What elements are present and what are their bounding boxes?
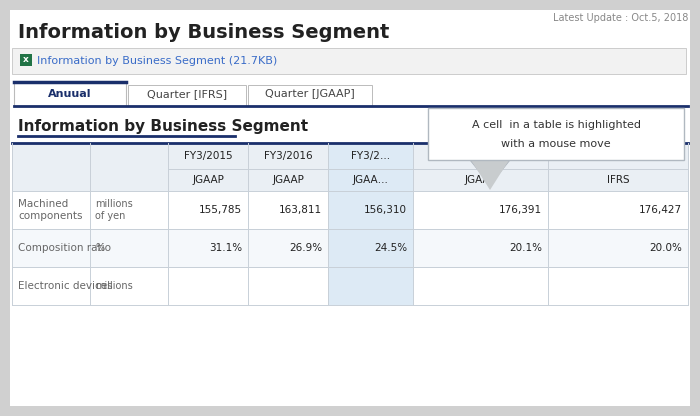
Text: JGAA…: JGAA… [353,175,389,185]
Text: Information by Business Segment (21.7KB): Information by Business Segment (21.7KB) [37,56,277,66]
Text: JGAAP: JGAAP [192,175,224,185]
Text: JGAAP: JGAAP [465,175,496,185]
Text: A cell  in a table is highlighted: A cell in a table is highlighted [472,120,640,130]
FancyBboxPatch shape [12,48,686,74]
FancyBboxPatch shape [328,143,413,305]
FancyBboxPatch shape [128,85,246,106]
Text: with a mouse move: with a mouse move [501,139,611,149]
Polygon shape [471,160,509,190]
Text: millions
of yen: millions of yen [95,199,133,221]
FancyBboxPatch shape [14,82,126,106]
Text: 156,310: 156,310 [364,205,407,215]
Text: Anuual: Anuual [48,89,92,99]
Text: Composition ratio: Composition ratio [18,243,111,253]
FancyBboxPatch shape [20,54,32,66]
Polygon shape [470,160,510,185]
Text: 24.5%: 24.5% [374,243,407,253]
Text: FY3/2015: FY3/2015 [183,151,232,161]
Text: 155,785: 155,785 [199,205,242,215]
FancyBboxPatch shape [428,108,684,160]
Text: Latest Update : Oct.5, 2018: Latest Update : Oct.5, 2018 [552,13,688,23]
Text: Quarter [JGAAP]: Quarter [JGAAP] [265,89,355,99]
FancyBboxPatch shape [12,229,688,267]
Text: Information by Business Segment: Information by Business Segment [18,119,308,134]
Text: 176,391: 176,391 [499,205,542,215]
Text: 163,811: 163,811 [279,205,322,215]
Text: 26.9%: 26.9% [289,243,322,253]
FancyBboxPatch shape [0,0,10,416]
FancyBboxPatch shape [690,0,700,416]
Text: IFRS: IFRS [607,175,629,185]
Text: millions: millions [95,281,133,291]
Text: FY3/2…: FY3/2… [351,151,390,161]
Text: 31.1%: 31.1% [209,243,242,253]
Text: Quarter [IFRS]: Quarter [IFRS] [147,89,227,99]
Text: x: x [23,55,29,64]
FancyBboxPatch shape [0,0,700,10]
FancyBboxPatch shape [248,85,372,106]
FancyBboxPatch shape [12,267,688,305]
Text: 20.1%: 20.1% [509,243,542,253]
FancyBboxPatch shape [12,169,688,191]
Text: FY3/2018: FY3/2018 [594,151,643,161]
Text: %: % [95,243,104,253]
Text: 20.0%: 20.0% [649,243,682,253]
FancyBboxPatch shape [12,143,688,169]
Text: 176,427: 176,427 [639,205,682,215]
Text: FY3/2016: FY3/2016 [264,151,312,161]
Text: FY3/2018: FY3/2018 [456,151,505,161]
FancyBboxPatch shape [0,406,700,416]
Text: Machined
components: Machined components [18,199,83,221]
Text: JGAAP: JGAAP [272,175,304,185]
FancyBboxPatch shape [12,191,688,229]
Text: Electronic devices: Electronic devices [18,281,113,291]
Text: Information by Business Segment: Information by Business Segment [18,22,389,42]
